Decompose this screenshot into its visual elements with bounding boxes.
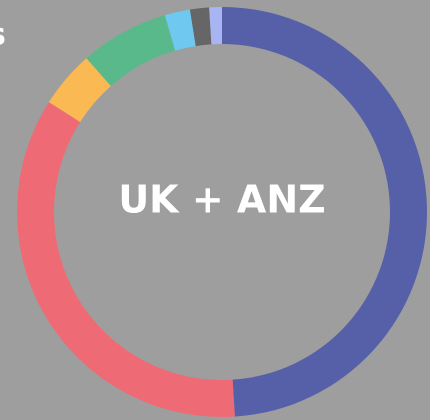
donut-segment xyxy=(222,7,428,417)
donut-segment xyxy=(189,7,212,47)
donut-segment xyxy=(164,9,196,51)
cropped-title: s xyxy=(0,18,6,53)
donut-segment xyxy=(17,102,235,418)
donut-segment xyxy=(86,15,176,86)
center-label: UK + ANZ xyxy=(118,178,325,222)
donut-segment xyxy=(209,7,222,45)
donut-segment xyxy=(48,58,111,122)
